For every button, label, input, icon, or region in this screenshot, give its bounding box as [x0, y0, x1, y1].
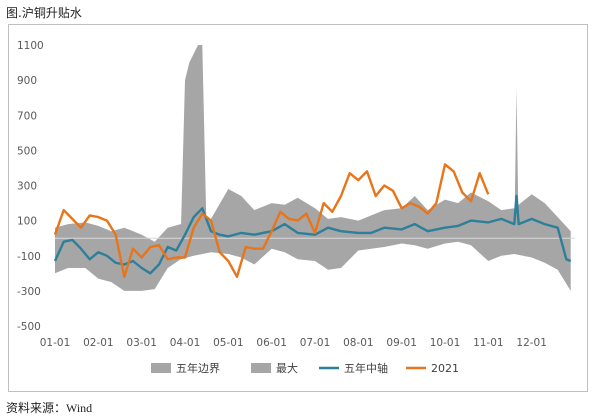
legend-swatch	[251, 363, 271, 373]
figure-title: 图.沪铜升贴水	[6, 6, 82, 20]
y-tick-label: -300	[17, 286, 41, 298]
y-tick-label: 500	[17, 145, 37, 157]
x-tick-label: 09-01	[386, 337, 417, 349]
legend-label: 五年边界	[176, 361, 220, 375]
source-note: 资料来源：Wind	[6, 401, 93, 415]
y-tick-label: 700	[17, 110, 37, 122]
legend-swatch	[151, 363, 171, 373]
x-axis: 01-01 02-01 03-01 04-01 05-01 06-01 07-01 08-01…	[40, 337, 547, 349]
x-tick-label: 12-01	[516, 337, 547, 349]
legend-label: 2021	[431, 362, 459, 375]
x-tick-label: 10-01	[430, 337, 461, 349]
legend-label: 最大	[276, 361, 298, 375]
y-tick-label: 1100	[17, 40, 44, 52]
x-tick-label: 04-01	[170, 337, 201, 349]
y-tick-label: 100	[17, 216, 37, 228]
legend-label: 五年中轴	[344, 361, 388, 375]
x-tick-label: 03-01	[126, 337, 157, 349]
line-layer	[53, 163, 572, 278]
x-tick-label: 02-01	[83, 337, 114, 349]
y-tick-label: 300	[17, 181, 37, 193]
y-tick-label: -100	[17, 251, 41, 263]
series-band-area	[55, 189, 571, 291]
band-layer	[55, 189, 571, 291]
x-tick-label: 08-01	[343, 337, 374, 349]
y-tick-label: 900	[17, 75, 37, 87]
x-tick-label: 01-01	[40, 337, 71, 349]
y-axis: -500 -300 -100 100 300 500 700 900 1100	[17, 40, 44, 333]
x-tick-label: 05-01	[213, 337, 244, 349]
legend: 五年边界 最大 五年中轴 2021	[151, 361, 459, 375]
series-line-year-2021	[53, 163, 490, 278]
x-tick-label: 06-01	[256, 337, 287, 349]
x-tick-label: 07-01	[300, 337, 331, 349]
y-tick-label: -500	[17, 321, 41, 333]
x-tick-label: 11-01	[473, 337, 504, 349]
chart-frame: -500 -300 -100 100 300 500 700 900 1100 01-01 02-…	[8, 24, 588, 392]
premium-discount-chart: -500 -300 -100 100 300 500 700 900 1100 01-01 02-…	[17, 40, 575, 375]
